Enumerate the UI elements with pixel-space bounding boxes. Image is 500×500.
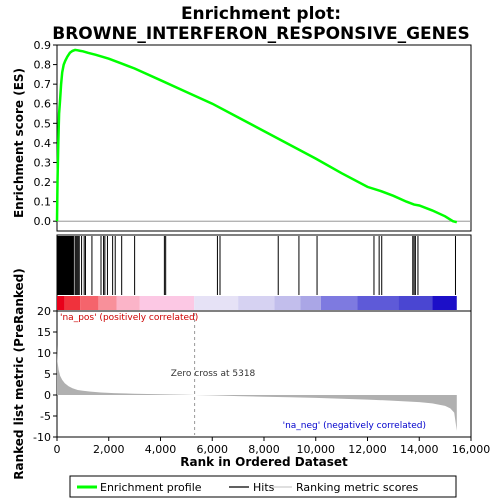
x-axis-label: Rank in Ordered Dataset xyxy=(180,455,348,469)
heat-segment xyxy=(274,296,301,310)
metric-panel: -10 -5 0 5 10 15 20 'na_pos' (positively corre… xyxy=(12,268,472,480)
es-y-tick-label: 0.6 xyxy=(34,98,52,111)
es-y-axis: 0.0 0.1 0.2 0.3 0.4 0.5 0.6 0.7 0.8 0.9 xyxy=(34,39,57,228)
x-tick-label: 4,000 xyxy=(145,443,177,456)
x-tick-label: 14,000 xyxy=(400,443,439,456)
es-y-tick-label: 0.7 xyxy=(34,78,52,91)
es-y-tick-label: 0.1 xyxy=(34,196,52,209)
heat-segment xyxy=(300,296,321,310)
legend-box xyxy=(69,475,457,498)
x-tick-label: 10,000 xyxy=(297,443,336,456)
heat-segment xyxy=(80,296,99,310)
heat-segment xyxy=(320,296,358,310)
es-panel: 0.0 0.1 0.2 0.3 0.4 0.5 0.6 0.7 0.8 0.9 Enrichmen… xyxy=(12,39,472,232)
rank-heatmap-bar xyxy=(57,296,457,310)
x-tick-label: 2,000 xyxy=(93,443,125,456)
x-tick-label: 6,000 xyxy=(197,443,229,456)
es-y-axis-label: Enrichment score (ES) xyxy=(12,68,26,218)
metric-y-axis-label: Ranked list metric (PreRanked) xyxy=(12,268,26,480)
metric-y-tick-label: -5 xyxy=(40,410,51,423)
metric-plot-area xyxy=(56,310,472,438)
heat-segment xyxy=(57,296,65,310)
negative-correlation-label: 'na_neg' (negatively correlated) xyxy=(283,421,426,431)
heat-segment xyxy=(116,296,140,310)
heat-segment xyxy=(432,296,457,310)
es-y-tick-label: 0.9 xyxy=(34,39,52,52)
x-tick-label: 16,000 xyxy=(452,443,491,456)
es-y-tick-label: 0.4 xyxy=(34,137,52,150)
hit-markers xyxy=(57,236,456,295)
zero-cross-label: Zero cross at 5318 xyxy=(171,369,256,379)
heat-segment xyxy=(98,296,117,310)
enrichment-profile-line xyxy=(55,48,458,224)
metric-y-tick-label: 0 xyxy=(44,389,51,402)
chart-title-line2: BROWNE_INTERFERON_RESPONSIVE_GENES xyxy=(52,24,470,44)
legend: Enrichment profile Hits Ranking metric s… xyxy=(69,475,457,498)
metric-y-tick-label: 20 xyxy=(37,305,51,318)
metric-y-tick-label: -10 xyxy=(33,431,51,444)
x-axis: 0 2,000 4,000 6,000 8,000 10,000 12,000 14,000 1… xyxy=(54,437,491,456)
heat-segment xyxy=(139,296,195,310)
heat-segment xyxy=(238,296,275,310)
hits-panel xyxy=(56,234,472,312)
es-y-tick-label: 0.0 xyxy=(34,215,52,228)
legend-item-hits: Hits xyxy=(253,481,275,494)
positive-correlation-label: 'na_pos' (positively correlated) xyxy=(60,313,198,323)
metric-y-axis: -10 -5 0 5 10 15 20 xyxy=(33,305,57,444)
legend-item-profile: Enrichment profile xyxy=(100,481,202,494)
es-y-tick-label: 0.8 xyxy=(34,59,52,72)
x-tick-label: 0 xyxy=(54,443,61,456)
legend-item-metric: Ranking metric scores xyxy=(296,481,418,494)
heat-segment xyxy=(194,296,239,310)
x-tick-label: 8,000 xyxy=(248,443,280,456)
heat-segment xyxy=(64,296,81,310)
chart-title-line1: Enrichment plot: xyxy=(181,4,341,24)
heat-segment xyxy=(357,296,399,310)
heat-segment xyxy=(398,296,433,310)
metric-y-tick-label: 15 xyxy=(37,326,51,339)
es-y-tick-label: 0.3 xyxy=(34,156,52,169)
es-y-tick-label: 0.2 xyxy=(34,176,52,189)
metric-y-tick-label: 5 xyxy=(44,368,51,381)
es-y-tick-label: 0.5 xyxy=(34,117,52,130)
metric-y-tick-label: 10 xyxy=(37,347,51,360)
x-tick-label: 12,000 xyxy=(348,443,387,456)
